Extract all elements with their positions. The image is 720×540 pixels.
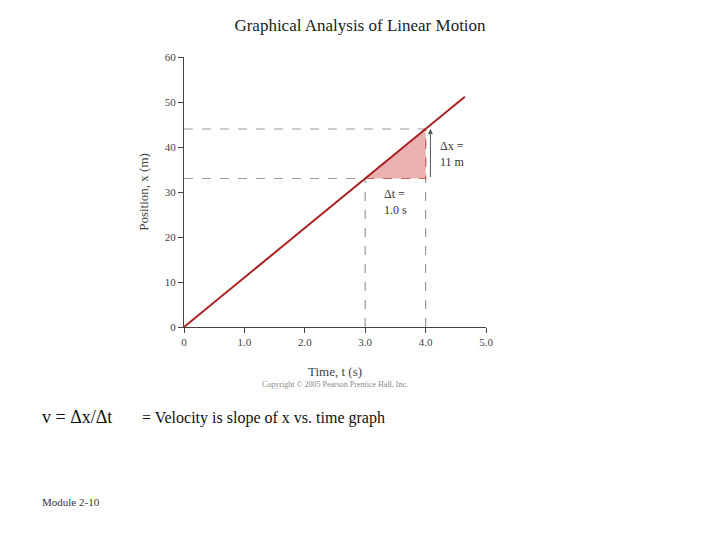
svg-text:= Velocity is slope of x vs. t: = Velocity is slope of x vs. time graph xyxy=(142,409,385,427)
svg-text:60: 60 xyxy=(165,51,177,63)
svg-text:50: 50 xyxy=(165,96,177,108)
svg-text:Module 2-10: Module 2-10 xyxy=(42,496,100,508)
svg-text:Time, t (s): Time, t (s) xyxy=(308,364,362,379)
svg-text:Δt =1.0 s: Δt =1.0 s xyxy=(384,187,407,217)
svg-text:2.0: 2.0 xyxy=(298,336,312,348)
svg-text:Position, x (m): Position, x (m) xyxy=(136,153,151,231)
svg-text:Copyright © 2005 Pearson Prent: Copyright © 2005 Pearson Prentice Hall, … xyxy=(262,380,408,389)
svg-text:20: 20 xyxy=(165,231,177,243)
svg-text:3.0: 3.0 xyxy=(358,336,372,348)
svg-text:0: 0 xyxy=(170,321,176,333)
svg-text:40: 40 xyxy=(165,141,177,153)
svg-text:Graphical Analysis of Linear M: Graphical Analysis of Linear Motion xyxy=(234,16,486,35)
svg-text:0: 0 xyxy=(181,336,187,348)
svg-text:30: 30 xyxy=(165,186,177,198)
svg-text:4.0: 4.0 xyxy=(419,336,433,348)
svg-text:v = Δx/Δt: v = Δx/Δt xyxy=(42,407,112,427)
svg-text:10: 10 xyxy=(165,276,177,288)
svg-text:Δx =11 m: Δx =11 m xyxy=(440,139,465,169)
svg-text:1.0: 1.0 xyxy=(238,336,252,348)
svg-text:5.0: 5.0 xyxy=(479,336,493,348)
